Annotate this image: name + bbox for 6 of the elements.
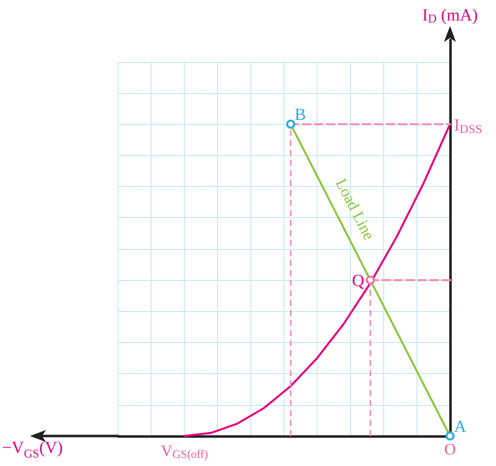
x-tick-label: O — [444, 442, 456, 458]
text: Load Line — [332, 176, 378, 243]
x-axis-title: −V$_{GS}$(V) — [2, 438, 63, 462]
annotation: Q — [352, 271, 364, 290]
annotation: A — [454, 417, 467, 436]
text: B — [294, 105, 306, 124]
